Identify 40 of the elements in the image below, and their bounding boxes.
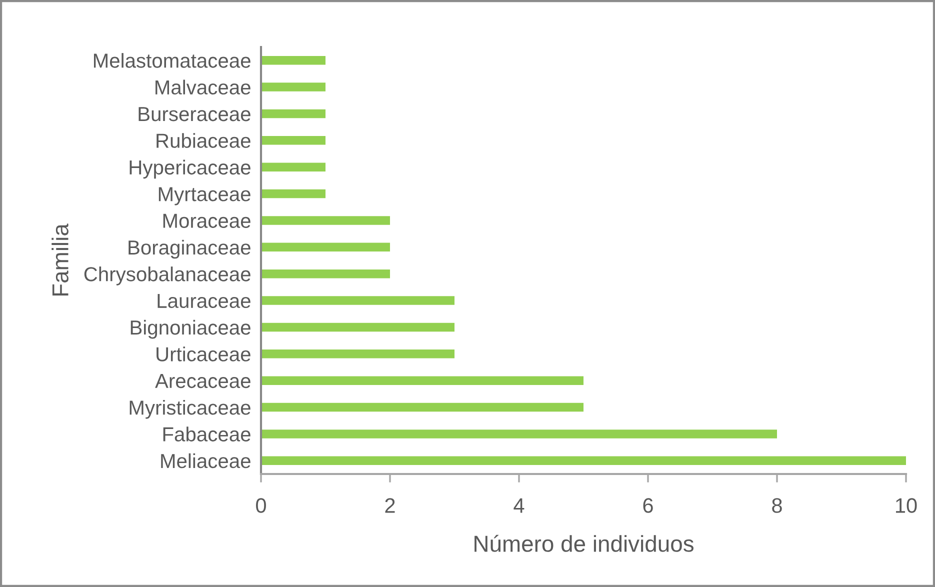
y-tick-label: Hypericaceae: [130, 160, 250, 179]
x-tick-label: 2: [385, 498, 395, 513]
y-tick-label: Myristicaceae: [130, 400, 250, 419]
y-axis-title: Familia: [52, 224, 68, 296]
bar: [261, 402, 584, 412]
bar: [261, 109, 326, 118]
x-tick-label: 6: [643, 498, 653, 513]
y-tick-label: Lauraceae: [158, 294, 250, 308]
bar: [261, 430, 777, 438]
y-tick-label: Moraceae: [163, 214, 250, 228]
bar: [261, 350, 454, 358]
bar: [261, 56, 326, 65]
bar: [261, 322, 454, 332]
y-tick-label: Meliaceae: [161, 453, 250, 468]
y-tick-label: Malvaceae: [156, 80, 250, 95]
x-tick-label: 0: [256, 498, 266, 513]
bar: [261, 216, 390, 225]
y-tick-label: Bignoniaceae: [130, 320, 250, 339]
y-tick-label: Arecaceae: [155, 374, 250, 388]
bar: [261, 296, 454, 305]
y-tick-label: Chrysobalanaceae: [84, 266, 250, 286]
bar: [261, 82, 326, 92]
bar: [261, 242, 390, 252]
bar: [261, 189, 326, 198]
x-axis-title: Número de individuos: [474, 534, 694, 552]
x-tick-label: 8: [772, 498, 782, 513]
y-tick-label: Myrtaceae: [158, 187, 250, 206]
bar: [261, 136, 326, 145]
y-tick-label: Burseraceae: [138, 107, 250, 122]
y-tick-label: Boraginaceae: [128, 240, 250, 259]
y-tick-label: Rubiaceae: [156, 133, 250, 148]
y-tick-label: Fabaceae: [163, 426, 250, 442]
y-tick-label: Urticaceae: [156, 346, 250, 362]
bar: [261, 376, 584, 385]
bar: [261, 162, 326, 172]
bar: [261, 269, 390, 278]
x-tick-label: 10: [896, 498, 917, 513]
bar: [261, 456, 906, 466]
x-tick-label: 4: [514, 498, 524, 513]
y-tick-label: Melastomataceae: [94, 53, 250, 68]
